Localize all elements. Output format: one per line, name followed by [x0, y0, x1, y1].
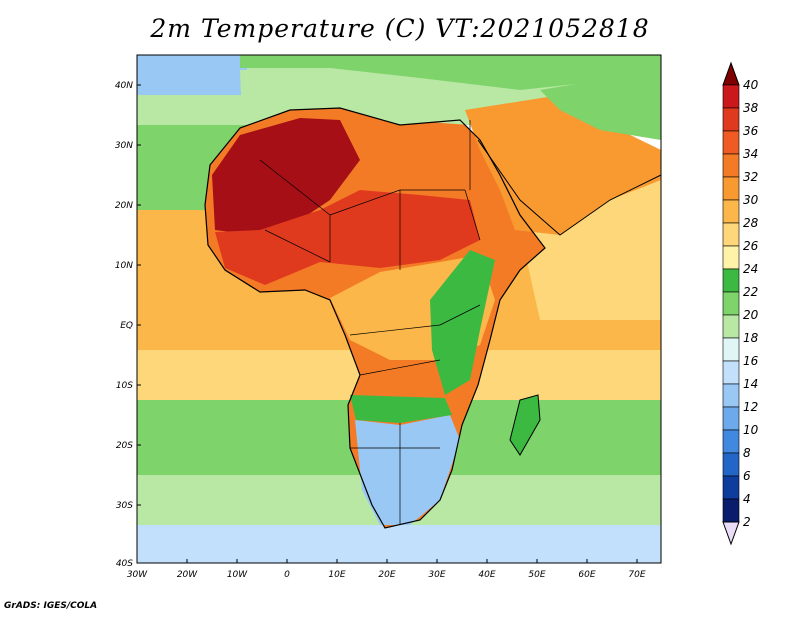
colorbar-swatch [722, 199, 740, 224]
y-tick-label: 20N [115, 201, 133, 211]
colorbar-label: 22 [743, 285, 758, 299]
x-tick-label: 30W [127, 570, 148, 580]
colorbar: 40 38 36 34 32 30 28 26 24 22 20 18 16 14 12 10 8 6 4 2 [722, 61, 759, 546]
east-african-highlands [430, 250, 495, 395]
colorbar-swatch [722, 498, 740, 523]
africa-coastline [204, 107, 546, 529]
colorbar-label: 2 [743, 515, 751, 529]
colorbar-swatch [722, 245, 740, 270]
x-tick-label: 40E [478, 570, 495, 580]
x-tick-label: 30E [428, 570, 445, 580]
colorbar-label: 36 [743, 124, 759, 138]
x-tick-label: 20E [378, 570, 395, 580]
southern-green-ring [350, 395, 452, 423]
y-tick-label: 30S [116, 501, 133, 511]
colorbar-top-arrow [722, 61, 740, 86]
colorbar-swatch [722, 429, 740, 454]
sahara-hot [212, 118, 360, 235]
colorbar-swatch [722, 222, 740, 247]
colorbar-bottom-arrow [722, 521, 740, 546]
colorbar-label: 38 [743, 101, 759, 115]
colorbar-swatch [722, 84, 740, 109]
y-tick-label: 40S [116, 559, 133, 569]
colorbar-label: 6 [743, 469, 751, 483]
colorbar-swatch [722, 475, 740, 500]
colorbar-swatch [722, 291, 740, 316]
x-axis: 30W 20W 10W 0 10E 20E 30E 40E 50E 60E 70E [127, 559, 646, 580]
mediterranean-coast [240, 70, 500, 125]
y-tick-label: 30N [115, 141, 133, 151]
colorbar-label: 26 [743, 239, 759, 253]
colorbar-swatch [722, 406, 740, 431]
europe-south [240, 55, 661, 90]
colorbar-label: 30 [743, 193, 759, 207]
x-tick-label: 10E [328, 570, 345, 580]
southern-africa [355, 415, 460, 525]
colorbar-swatch [722, 107, 740, 132]
map-frame [136, 54, 662, 564]
ocean-south-cold [137, 520, 661, 563]
temperature-field [137, 55, 661, 563]
y-axis: 40N 30N 20N 10N EQ 10S 20S 30S 40S [115, 81, 141, 569]
colorbar-label: 14 [743, 377, 758, 391]
x-tick-label: 50E [528, 570, 545, 580]
colorbar-label: 4 [743, 492, 751, 506]
colorbar-swatch [722, 452, 740, 477]
colorbar-swatch [722, 314, 740, 339]
x-tick-label: 10W [227, 570, 248, 580]
y-tick-label: 10N [115, 261, 133, 271]
colorbar-swatch [722, 176, 740, 201]
iran-mountains [540, 70, 661, 140]
colorbar-label: 16 [743, 354, 759, 368]
colorbar-swatch [722, 153, 740, 178]
colorbar-label: 28 [743, 216, 759, 230]
x-tick-label: 20W [177, 570, 198, 580]
x-tick-label: 60E [578, 570, 595, 580]
colorbar-label: 34 [743, 147, 758, 161]
colorbar-label: 12 [743, 400, 758, 414]
x-tick-label: 0 [284, 570, 290, 580]
colorbar-label: 10 [743, 423, 759, 437]
colorbar-label: 18 [743, 331, 759, 345]
y-tick-label: 10S [116, 381, 133, 391]
colorbar-swatch [722, 130, 740, 155]
colorbar-swatch [722, 360, 740, 385]
country-borders [259, 120, 481, 525]
colorbar-label: 40 [743, 78, 759, 92]
y-tick-label: 20S [116, 441, 133, 451]
arabia-coastline [477, 139, 662, 236]
arabian-sea [520, 180, 661, 320]
map-title: 2m Temperature (C) VT:2021052818 [150, 14, 650, 43]
colorbar-swatch [722, 337, 740, 362]
y-tick-label: EQ [120, 321, 133, 331]
colorbar-label: 8 [743, 446, 751, 460]
colorbar-label: 24 [743, 262, 758, 276]
colorbar-swatch [722, 383, 740, 408]
sahel-belt [215, 190, 480, 285]
x-tick-label: 70E [628, 570, 645, 580]
grads-credit: GrADS: IGES/COLA [4, 601, 98, 611]
atlantic-north-cold [137, 55, 247, 95]
colorbar-label: 20 [743, 308, 759, 322]
colorbar-label: 32 [743, 170, 758, 184]
madagascar-coastline [509, 394, 541, 456]
y-tick-label: 40N [115, 81, 133, 91]
colorbar-swatch [722, 268, 740, 293]
